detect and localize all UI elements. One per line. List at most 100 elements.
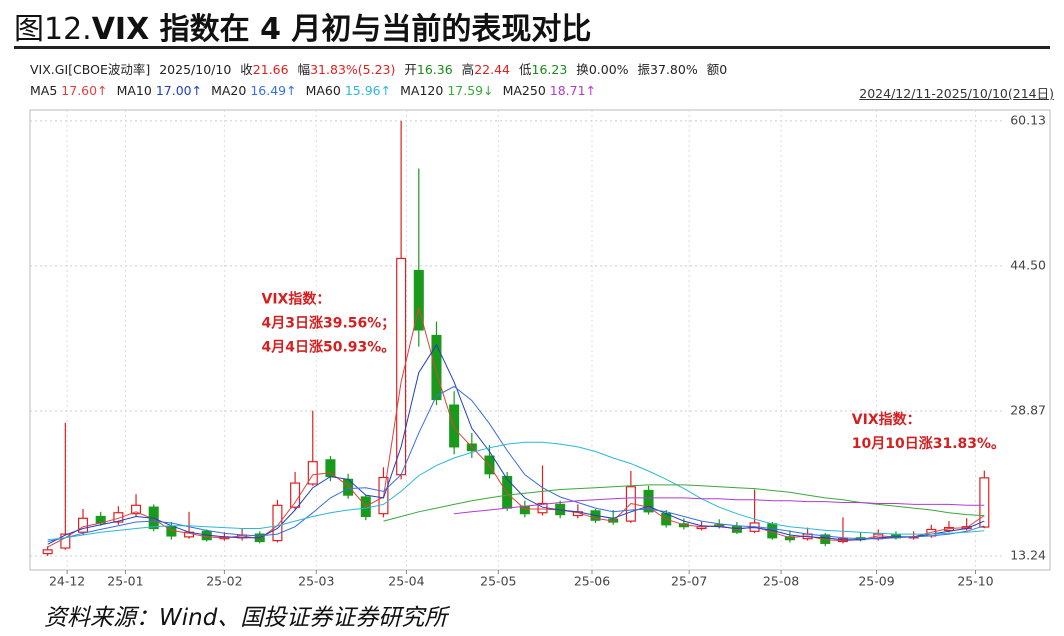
legend-name: MA10 xyxy=(116,83,152,98)
ma-legend: MA5 17.60↑ MA10 17.00↑ MA20 16.49↑ MA60 15.96↑ M… xyxy=(30,83,605,98)
x-tick-label: 25-05 xyxy=(480,574,516,589)
candle-body xyxy=(731,526,742,533)
legend-item: MA5 17.60↑ xyxy=(30,83,108,98)
legend-value: 17.00↑ xyxy=(155,83,203,98)
candle-body xyxy=(837,538,848,543)
ma-line xyxy=(383,484,985,522)
info-value: 2025/10/10 xyxy=(159,62,232,77)
title: 图12.VIX 指数在 4 月初与当前的表现对比 xyxy=(14,4,591,48)
date-range[interactable]: 2024/12/11-2025/10/10(214日) xyxy=(859,86,1054,101)
candle-body xyxy=(661,513,672,526)
candle-body xyxy=(378,476,389,515)
ma-line xyxy=(47,441,985,541)
candle-body xyxy=(625,486,636,522)
x-tick-label: 25-01 xyxy=(107,574,143,589)
info-item: 换0.00% xyxy=(576,62,628,77)
plot-frame xyxy=(29,109,1051,571)
candle-body xyxy=(784,536,795,541)
annotation: 10月10日涨31.83%。 xyxy=(852,436,1005,452)
legend-name: MA250 xyxy=(502,83,546,98)
ma-line xyxy=(454,497,985,515)
info-value: 0 xyxy=(719,62,728,77)
ma-line xyxy=(47,307,985,548)
candle-body xyxy=(360,496,371,518)
legend-value: 18.71↑ xyxy=(549,83,597,98)
candle-body xyxy=(926,528,937,537)
candle-body xyxy=(767,523,778,539)
x-tick-label: 25-08 xyxy=(763,574,799,589)
title-rule xyxy=(14,46,1050,49)
info-item: 额0 xyxy=(707,62,727,77)
info-label: 幅 xyxy=(297,62,311,77)
ma-line xyxy=(47,385,985,542)
candle-body xyxy=(449,404,460,448)
candle-body xyxy=(802,533,813,540)
candle-body xyxy=(237,534,248,539)
candle-body xyxy=(714,524,725,527)
info-label: 低 xyxy=(518,62,532,77)
source: 资料来源：Wind、国投证券证券研究所 xyxy=(44,605,448,631)
candle-body xyxy=(148,506,159,530)
legend-value: 16.49↑ xyxy=(250,83,297,98)
legend-value: 17.60↑ xyxy=(61,83,108,98)
legend-name: MA120 xyxy=(400,83,444,98)
candle-body xyxy=(537,502,548,514)
title-text: VIX 指数在 4 月初与当前的表现对比 xyxy=(91,12,592,47)
candle-body xyxy=(979,477,990,528)
candle-body xyxy=(484,455,495,475)
candle-body xyxy=(396,257,407,476)
info-row: VIX.GI[CBOE波动率] 2025/10/10 收21.66 幅31.83%(5… xyxy=(30,59,736,78)
candle-body xyxy=(60,533,71,549)
candle-body xyxy=(466,443,477,452)
legend-item: MA60 15.96↑ xyxy=(306,83,392,98)
candle-body xyxy=(95,515,106,524)
candle-body xyxy=(961,526,972,530)
annotation: 4月3日涨39.56%； xyxy=(262,315,396,331)
candle-body xyxy=(77,517,89,533)
candle-body xyxy=(290,482,301,508)
info-label: 换 xyxy=(576,62,589,77)
candle-body xyxy=(855,537,866,541)
candle-body xyxy=(555,503,566,516)
candle-body xyxy=(519,505,530,515)
candle-body xyxy=(307,461,318,485)
candle-body xyxy=(431,334,442,401)
y-tick-label: 44.50 xyxy=(1010,257,1046,272)
x-tick-label: 25-03 xyxy=(298,574,334,589)
candle-body xyxy=(943,526,955,531)
info-value: 16.23 xyxy=(531,62,568,77)
candle-body xyxy=(343,478,354,496)
legend-item: MA250 18.71↑ xyxy=(503,83,596,98)
info-label: 开 xyxy=(404,62,417,77)
info-label: 额 xyxy=(706,62,720,77)
candle-body xyxy=(608,518,619,523)
info-value: 0.00% xyxy=(588,62,629,77)
info-label: 高 xyxy=(461,62,475,77)
info-value: 31.83%(5.23) xyxy=(310,62,396,77)
candle-body xyxy=(166,526,177,537)
info-value: 22.44 xyxy=(474,62,510,77)
x-tick-label: 25-09 xyxy=(858,574,894,589)
candle-body xyxy=(502,475,513,509)
candle-body xyxy=(572,511,583,517)
legend-name: MA5 xyxy=(30,83,58,98)
candle-body xyxy=(890,534,901,539)
info-item: 高22.44 xyxy=(462,62,510,77)
info-item: 幅31.83%(5.23) xyxy=(298,62,396,77)
legend-name: MA60 xyxy=(305,83,341,98)
candle-body xyxy=(590,510,601,521)
candle-body xyxy=(325,459,336,478)
legend-item: MA10 17.00↑ xyxy=(117,83,203,98)
info-value: 21.66 xyxy=(252,62,289,77)
candle-body xyxy=(184,531,195,538)
info-value: 37.80% xyxy=(650,62,698,77)
x-tick-label: 25-07 xyxy=(671,574,707,589)
x-tick-label: 25-10 xyxy=(957,574,993,589)
y-tick-label: 60.13 xyxy=(1010,112,1046,127)
candle-body xyxy=(254,533,265,543)
y-tick-label: 28.87 xyxy=(1010,402,1046,417)
candle-body xyxy=(820,534,831,544)
y-tick-label: 13.24 xyxy=(1010,547,1046,562)
title-prefix: 图12. xyxy=(14,12,92,47)
